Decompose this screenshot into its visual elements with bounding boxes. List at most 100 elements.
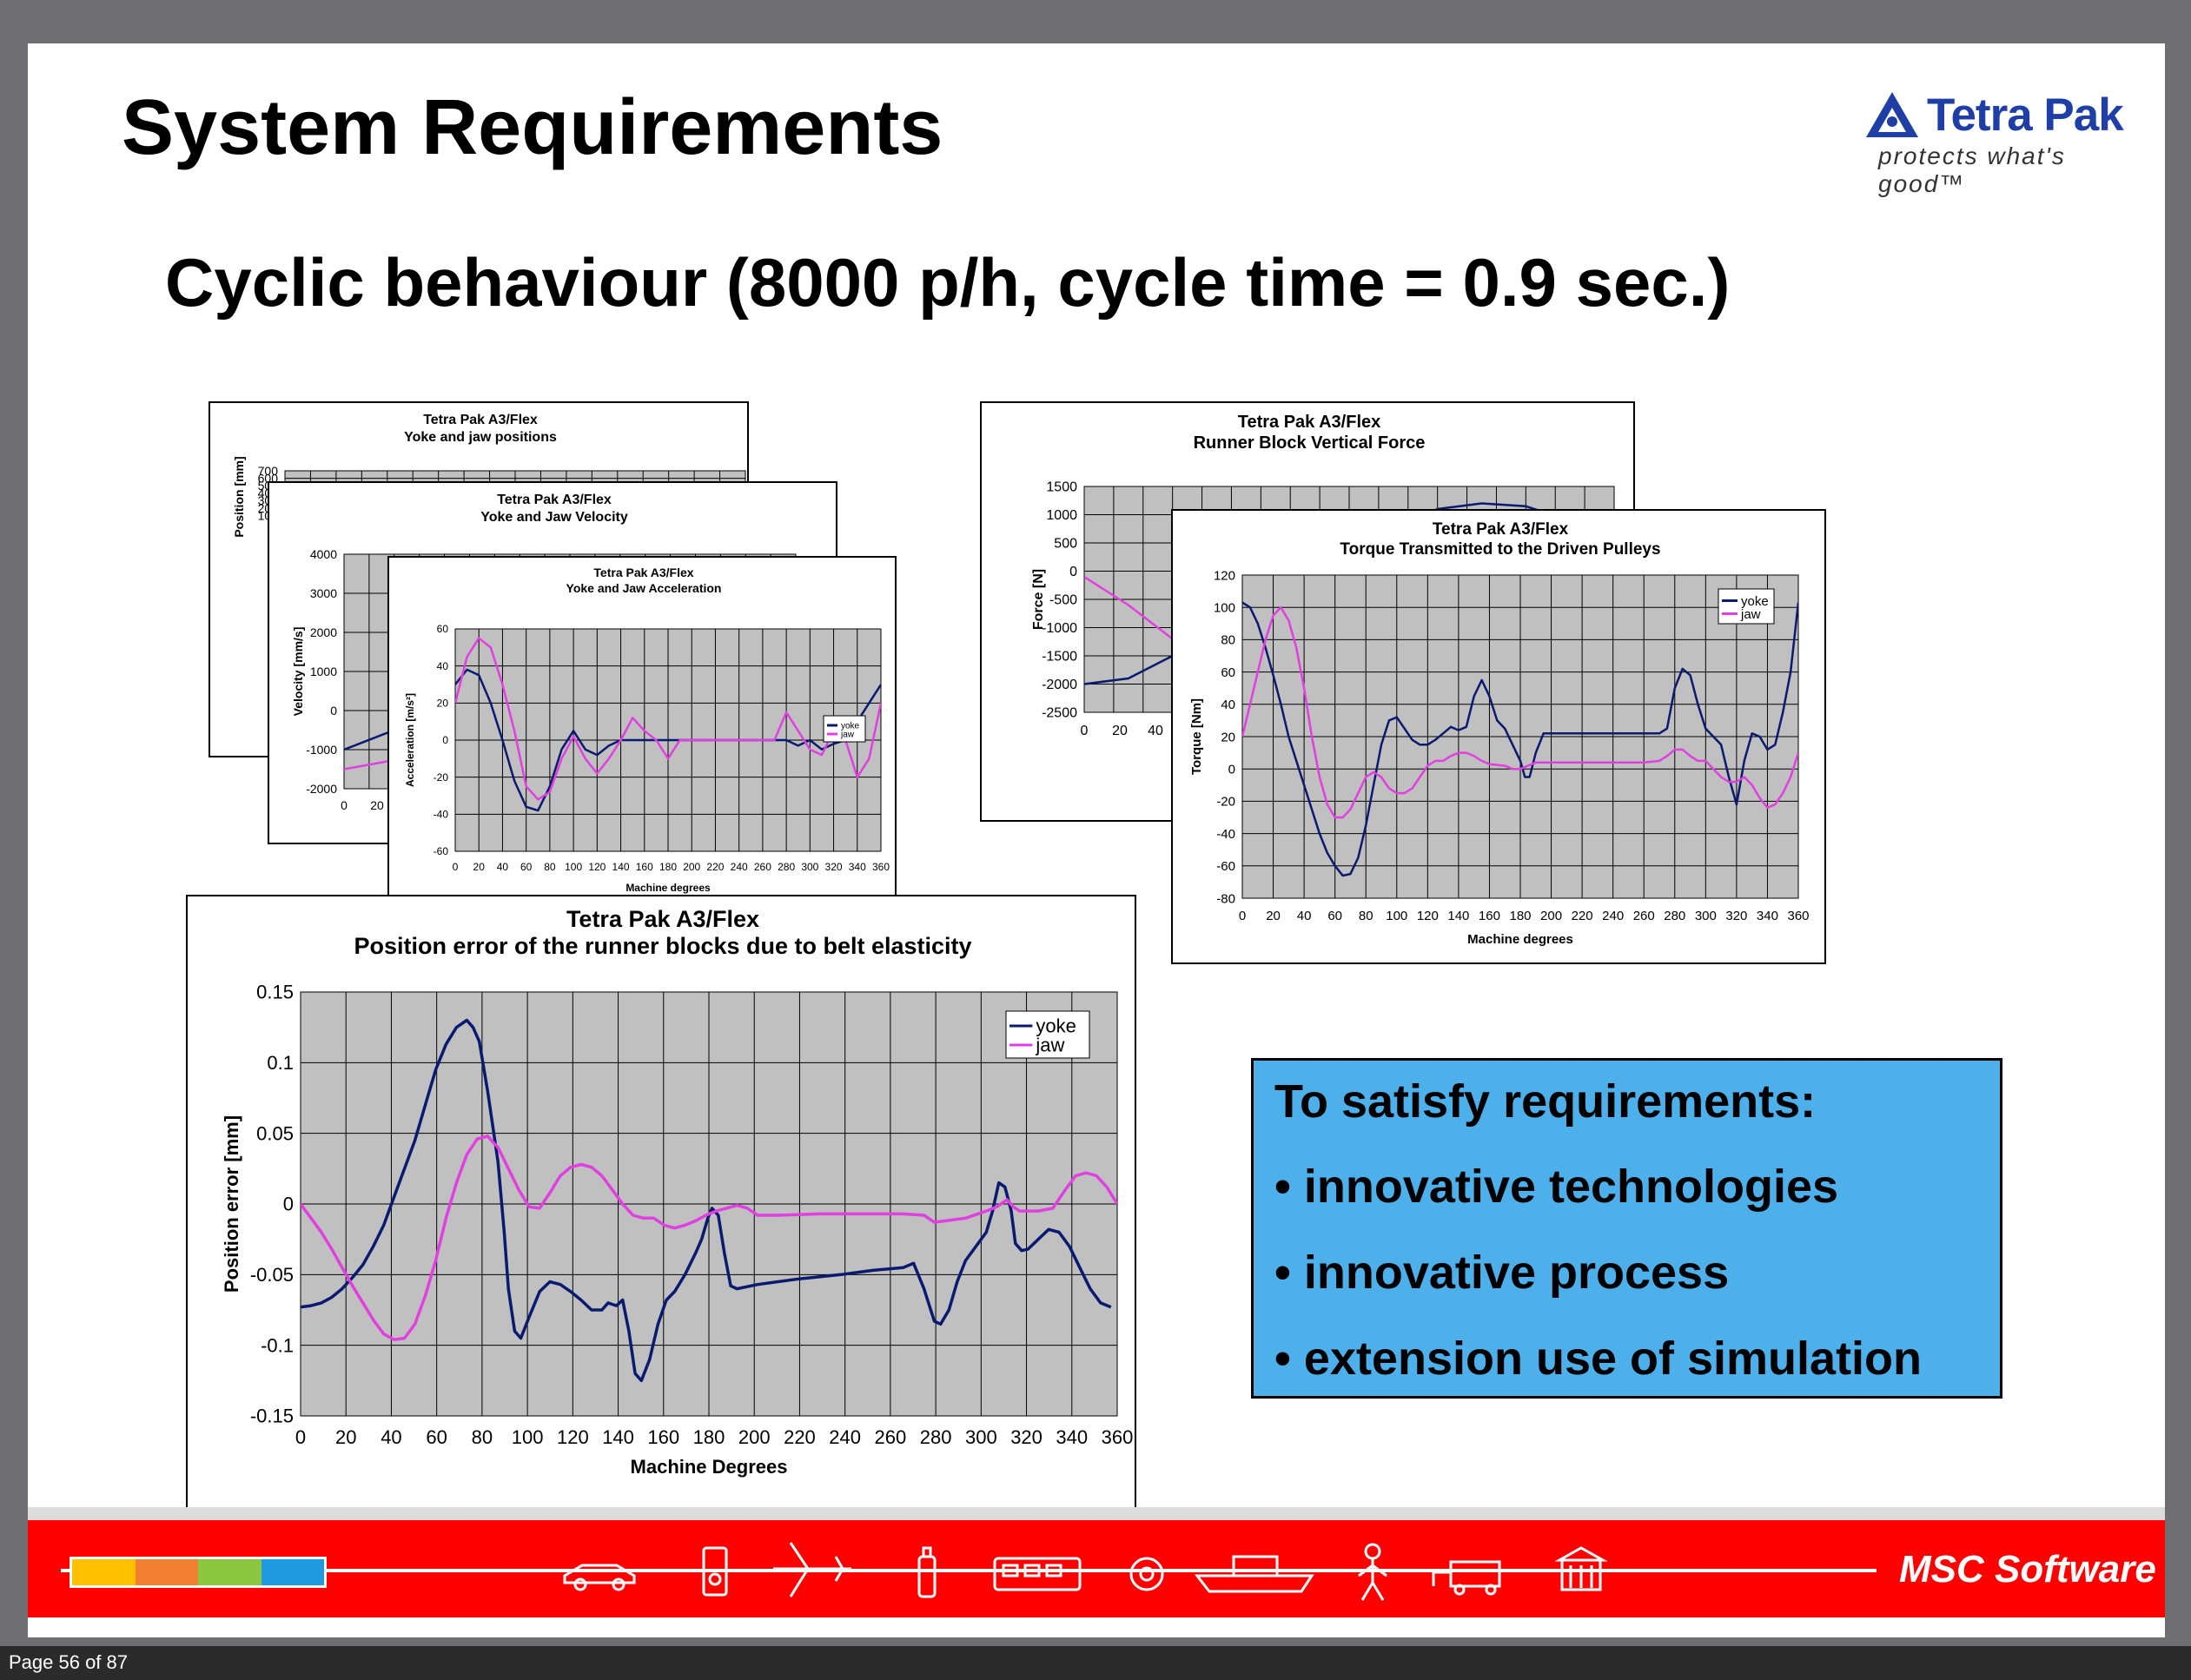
y-tick-label: -2000 [1042,678,1077,692]
y-tick-label: -2500 [1042,706,1077,721]
y-tick-label: -500 [1049,593,1077,608]
x-tick-label: 80 [472,1426,493,1448]
x-tick-label: 300 [965,1426,997,1448]
requirement-item: • innovative process [1274,1247,1730,1299]
y-tick-label: 0 [1069,565,1077,579]
x-tick-label: 320 [1010,1426,1043,1448]
x-tick-label: 120 [1417,909,1439,923]
y-tick-label: 1000 [1046,508,1077,523]
x-tick-label: 180 [1509,909,1531,923]
legend-label: yoke [1036,1015,1076,1037]
chart-acceleration-svg: Tetra Pak A3/Flex Yoke and Jaw Accelerati… [404,566,890,894]
y-tick-label: -80 [1216,891,1235,906]
msc-software-logo: MSC Software [1899,1548,2156,1591]
y-tick-label: 0.05 [256,1122,294,1144]
person-icon [1358,1543,1387,1601]
x-tick-label: 240 [731,861,748,873]
x-tick-label: 180 [693,1426,725,1448]
y-tick-label: -20 [1216,795,1235,810]
chart-title: Tetra Pak A3/Flex [593,566,693,579]
tetra-pak-logo: Tetra Pak protects what's good™ [1861,87,2148,197]
chart-subtitle: Yoke and Jaw Acceleration [566,581,722,595]
chart-title: Tetra Pak A3/Flex [1238,413,1381,432]
legend-box [1718,588,1775,625]
x-tick-label: 60 [426,1426,447,1448]
chart-subtitle: Torque Transmitted to the Driven Pulleys [1340,540,1660,559]
x-tick-label: 320 [1725,909,1747,923]
chart-title: Tetra Pak A3/Flex [566,906,759,932]
x-tick-label: 340 [1757,909,1778,923]
truck-icon [1432,1560,1501,1596]
y-tick-label: 0 [442,734,448,746]
y-tick-label: -40 [434,809,449,821]
requirements-heading: To satisfy requirements: [1274,1075,1817,1128]
x-tick-label: 260 [754,861,771,873]
legend-label: yoke [841,722,860,731]
car-icon [563,1564,636,1591]
x-tick-label: 340 [1056,1426,1088,1448]
x-tick-label: 260 [1633,909,1655,923]
chart-subtitle: Runner Block Vertical Force [1194,433,1426,453]
y-tick-label: -0.1 [261,1334,294,1356]
x-tick-label: 80 [1359,909,1374,923]
y-tick-label: 0.1 [267,1052,294,1074]
y-tick-label: -1000 [1042,621,1077,636]
x-tick-label: 20 [1266,909,1281,923]
x-tick-label: 260 [875,1426,907,1448]
y-tick-label: -40 [1216,827,1235,842]
x-tick-label: 140 [602,1426,634,1448]
x-tick-label: 320 [825,861,843,873]
y-tick-label: 0.15 [256,982,294,1003]
y-tick-label: -20 [434,771,449,784]
x-axis-label: Machine degrees [1467,932,1573,947]
x-tick-label: 300 [801,861,818,873]
x-tick-label: 280 [1664,909,1685,923]
gear-icon [1129,1557,1164,1591]
y-tick-label: 40 [1221,698,1235,712]
y-axis-label: Velocity [mm/s] [291,627,305,717]
x-tick-label: 280 [778,861,795,873]
y-tick-label: -0.15 [250,1406,294,1427]
chart-title: Tetra Pak A3/Flex [423,413,538,427]
slide: System Requirements Cyclic behaviour (80… [28,43,2165,1637]
x-axis-label: Machine Degrees [631,1456,788,1478]
y-axis-label: Torque [Nm] [1189,698,1204,775]
y-tick-label: -60 [1216,859,1235,874]
y-tick-label: 60 [1221,665,1235,680]
footer-color-strip [70,1557,327,1588]
y-tick-label: 100 [1214,600,1235,615]
x-tick-label: 0 [453,861,459,873]
y-tick-label: 0 [330,704,337,718]
x-tick-label: 200 [738,1426,771,1448]
x-tick-label: 140 [612,861,630,873]
x-tick-label: 0 [1081,724,1089,738]
x-tick-label: 0 [341,798,348,812]
y-tick-label: 0 [1228,762,1235,777]
tetra-pak-logo-icon [1866,92,1918,137]
y-tick-label: -2000 [306,782,337,796]
legend-box [1005,1010,1090,1059]
x-tick-label: 60 [1327,909,1342,923]
y-tick-label: 500 [1054,537,1077,552]
strip-orange [135,1559,198,1585]
chart-title: Tetra Pak A3/Flex [1433,520,1569,539]
x-tick-label: 20 [1112,724,1128,738]
x-tick-label: 360 [1102,1426,1134,1448]
y-axis-label: Acceleration [m/s²] [404,693,416,787]
x-axis-label: Machine degrees [626,882,711,894]
x-tick-label: 160 [647,1426,679,1448]
x-tick-label: 60 [520,861,533,873]
legend-label: yoke [1741,594,1769,609]
x-tick-label: 160 [1479,909,1500,923]
x-tick-label: 340 [849,861,866,873]
x-tick-label: 100 [512,1426,544,1448]
chart-subtitle: Yoke and Jaw Velocity [480,510,628,525]
strip-yellow [72,1559,136,1585]
y-axis-label: Position [mm] [232,456,246,537]
footer-industry-icons [563,1542,1608,1601]
series-line-yoke [455,668,881,812]
x-tick-label: 280 [920,1426,952,1448]
requirement-item: • extension use of simulation [1274,1333,1923,1385]
series-line-jaw [455,637,881,801]
